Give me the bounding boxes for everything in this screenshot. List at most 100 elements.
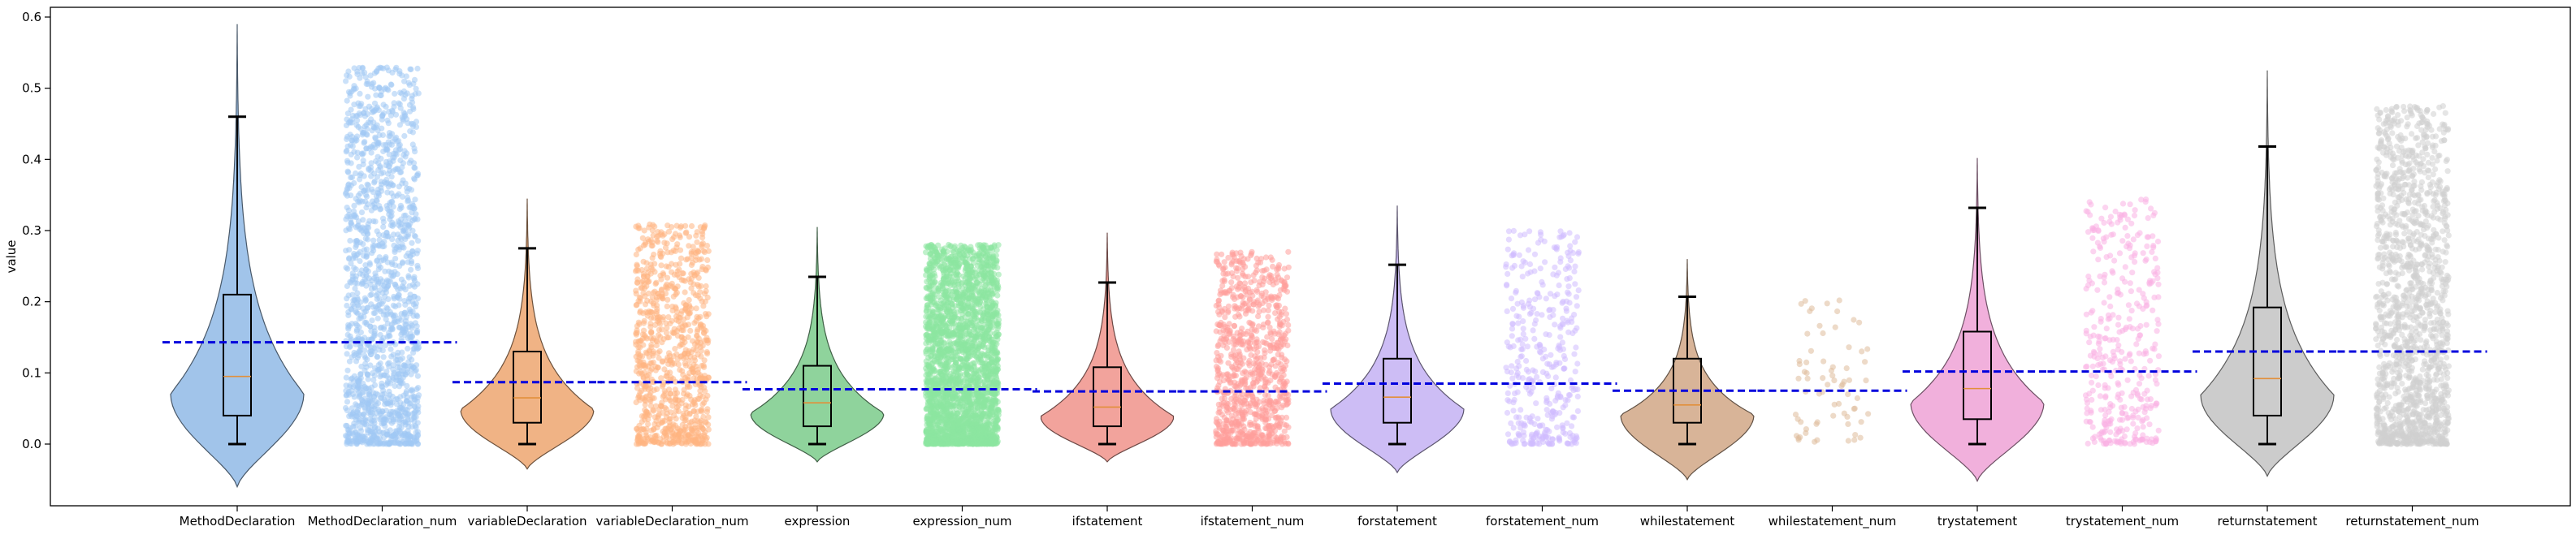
strip-point xyxy=(672,346,678,352)
strip-point xyxy=(387,333,393,339)
strip-point xyxy=(357,197,363,204)
strip-point xyxy=(671,234,678,240)
strip-point xyxy=(390,168,396,175)
strip-point xyxy=(637,364,643,370)
strip-point xyxy=(376,347,383,353)
strip-point xyxy=(402,92,409,98)
strip-point xyxy=(414,328,421,334)
strip-point xyxy=(701,357,708,364)
strip-point xyxy=(357,425,364,431)
strip-point xyxy=(954,270,960,276)
strip-point xyxy=(382,372,388,378)
strip-point xyxy=(362,405,368,412)
strip-point xyxy=(647,403,655,409)
strip-point xyxy=(647,368,654,374)
strip-point xyxy=(374,354,381,360)
strip-point xyxy=(406,310,413,317)
strip-point xyxy=(353,308,359,315)
strip-point xyxy=(402,218,409,225)
strip-point xyxy=(390,362,396,369)
strip-point xyxy=(929,275,936,282)
strip-point xyxy=(393,401,400,408)
strip-point xyxy=(376,132,383,138)
strip-point xyxy=(646,412,653,419)
strip-point xyxy=(371,373,378,379)
strip-point xyxy=(363,266,370,273)
strip-point xyxy=(351,352,357,359)
strip-point xyxy=(371,365,379,372)
strip-point xyxy=(934,340,941,347)
strip-point xyxy=(955,281,962,287)
strip-point xyxy=(659,339,665,346)
strip-point xyxy=(963,421,970,427)
strip-point xyxy=(679,368,686,374)
strip-point xyxy=(384,320,391,327)
strip-point xyxy=(652,438,659,445)
strip-point xyxy=(348,160,354,166)
strip-point xyxy=(406,101,413,108)
strip-point xyxy=(924,402,931,408)
strip-point xyxy=(988,356,995,363)
strip-point xyxy=(705,311,712,317)
strip-point xyxy=(387,160,394,166)
strip-point xyxy=(635,348,642,355)
strip-point xyxy=(699,298,705,304)
strip-point xyxy=(661,417,668,425)
strip-point xyxy=(650,290,656,296)
strip-point xyxy=(397,157,404,164)
strip-point xyxy=(665,296,671,303)
strip-point xyxy=(964,372,971,378)
strip-point xyxy=(372,218,379,225)
strip-point xyxy=(380,334,387,341)
strip-point xyxy=(692,292,699,299)
strip-point xyxy=(361,389,367,395)
strip-point xyxy=(415,392,422,399)
strip-point xyxy=(356,110,362,117)
strip-point xyxy=(957,347,963,354)
strip-point xyxy=(639,395,646,401)
strip-point xyxy=(940,315,946,321)
strip-point xyxy=(983,273,989,279)
strip-point xyxy=(673,313,680,320)
strip-point xyxy=(656,355,662,361)
strip-point xyxy=(360,217,366,223)
strip-point xyxy=(958,341,964,347)
strip-point xyxy=(375,107,382,114)
strip-point xyxy=(400,279,407,286)
strip-point xyxy=(388,174,395,180)
strip-point xyxy=(368,420,374,427)
strip-point xyxy=(966,415,972,422)
strip-point xyxy=(703,419,709,425)
strip-point xyxy=(980,437,986,443)
strip-point xyxy=(942,378,949,385)
strip-point xyxy=(371,284,378,291)
strip-point xyxy=(937,426,944,433)
strip-point xyxy=(660,270,666,277)
strip-point xyxy=(346,211,353,218)
strip-point xyxy=(379,116,385,123)
strip-point xyxy=(402,153,409,160)
strip-point xyxy=(930,401,937,408)
strip-point xyxy=(414,172,421,179)
strip-point xyxy=(345,326,352,332)
strip-point xyxy=(930,330,937,338)
strip-point xyxy=(374,242,381,248)
strip-point xyxy=(950,424,956,430)
strip-point xyxy=(959,378,965,385)
strip-point xyxy=(392,416,399,423)
strip-point xyxy=(994,434,1000,441)
strip-point xyxy=(971,437,977,443)
strip-point xyxy=(362,347,368,354)
strip-point xyxy=(388,209,395,215)
strip-point xyxy=(348,192,354,199)
strip-point xyxy=(355,100,362,106)
strip-point xyxy=(942,251,948,257)
strip-point xyxy=(405,274,412,281)
strip-point xyxy=(682,339,688,346)
strip-point xyxy=(391,100,397,106)
strip-point xyxy=(977,356,984,362)
strip-point xyxy=(347,93,353,99)
strip-point xyxy=(343,216,349,222)
strip-points-expression_num xyxy=(923,241,1002,447)
strip-point xyxy=(944,308,950,316)
